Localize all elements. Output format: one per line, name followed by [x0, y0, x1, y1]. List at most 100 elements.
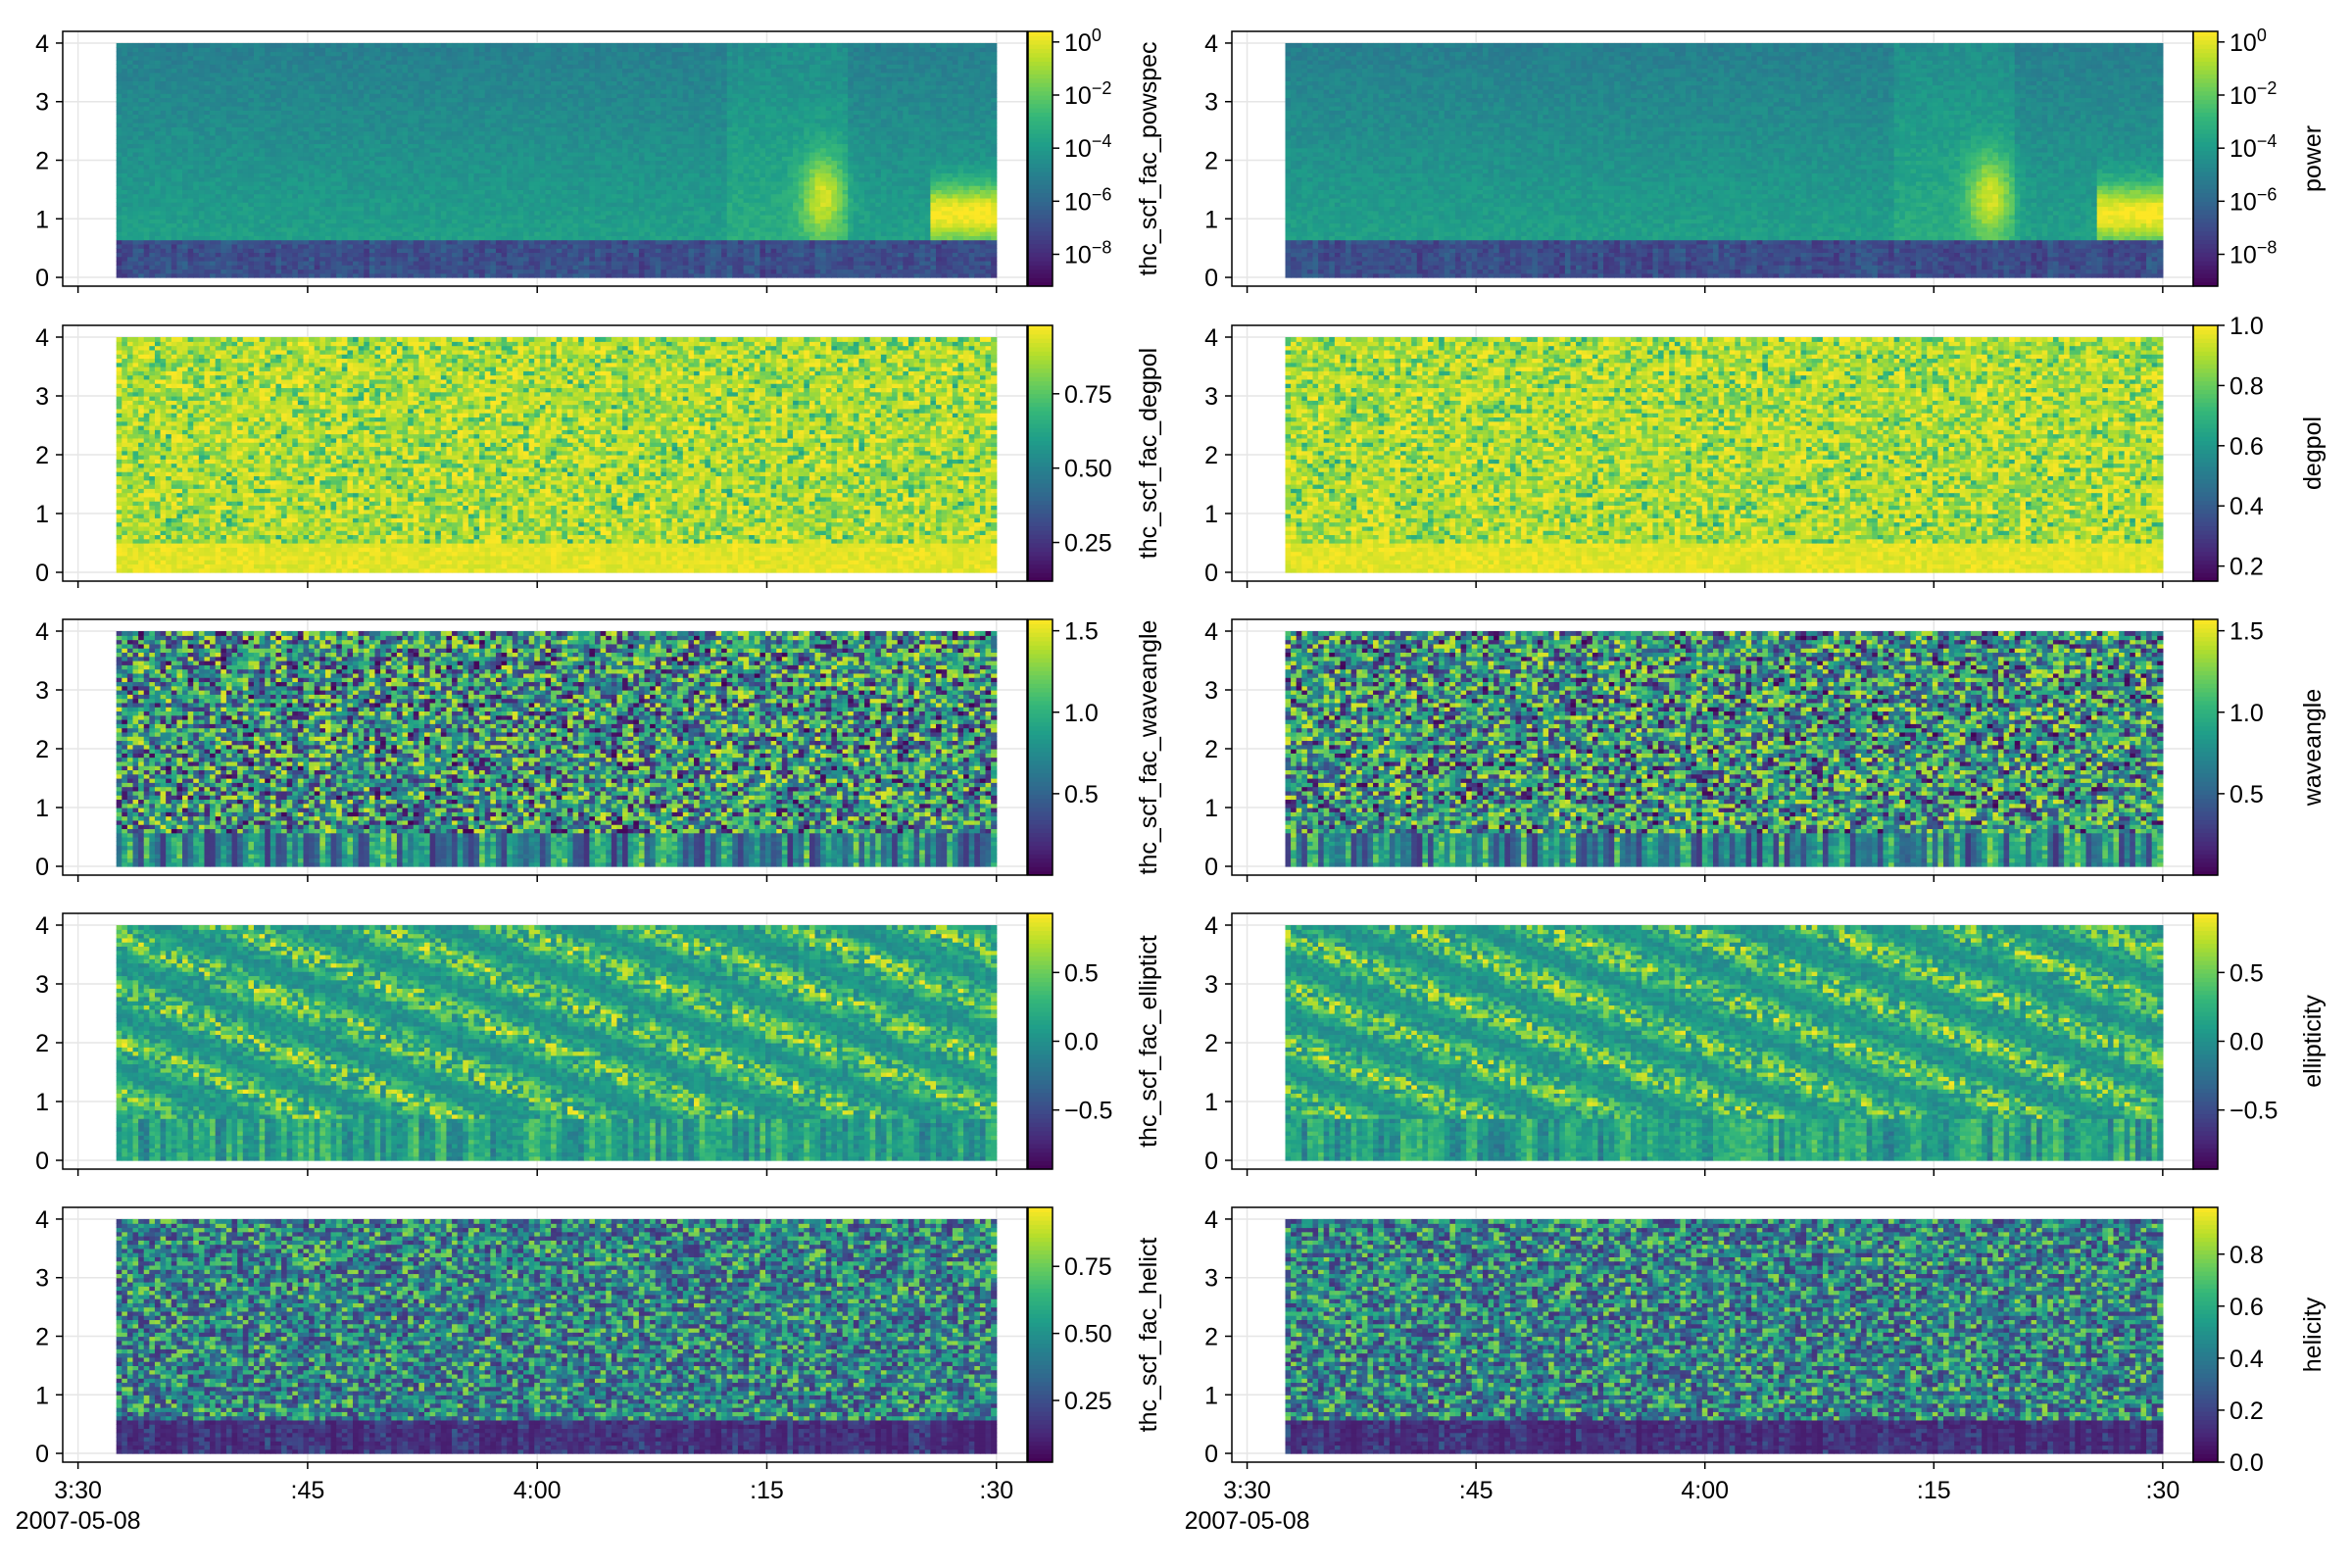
- x-tick-label: 4:00: [514, 1477, 562, 1504]
- date-label: 2007-05-08: [16, 1507, 141, 1535]
- x-tick-label: :45: [291, 1477, 325, 1504]
- colorbar: 1.51.00.5 thc_scf_fac_waveangle: [1028, 618, 1162, 876]
- colorbar: 0.750.500.25 thc_scf_fac_degpol: [1028, 325, 1162, 582]
- x-tick-label: :30: [2145, 1477, 2180, 1504]
- y-tick-label: 0: [35, 1148, 49, 1175]
- y-tick-label: 3: [1204, 971, 1218, 999]
- x-tick-label: :30: [979, 1477, 1013, 1504]
- y-tick-label: 4: [1204, 324, 1218, 352]
- spectrogram-heatmap: [117, 337, 998, 573]
- y-tick-label: 2: [1204, 1030, 1218, 1057]
- y-tick-label: 4: [35, 618, 49, 646]
- y-tick-label: 2: [1204, 1323, 1218, 1350]
- colorbar-tick-label: 0.8: [2230, 372, 2264, 400]
- x-tick-label: :15: [750, 1477, 784, 1504]
- y-tick-label: 3: [35, 677, 49, 705]
- y-tick-label: 0: [35, 560, 49, 587]
- colorbar-tick-label: 0.6: [2230, 433, 2264, 461]
- y-tick-label: 2: [1204, 442, 1218, 469]
- y-tick-label: 0: [1204, 1441, 1218, 1468]
- y-tick-label: 4: [1204, 30, 1218, 58]
- colorbar-tick-label: 0.50: [1064, 1321, 1112, 1348]
- y-tick-label: 2: [35, 147, 49, 174]
- colorbar-label: thc_scf_fac_helict: [1135, 1238, 1162, 1433]
- x-tick-label: 3:30: [1223, 1477, 1271, 1504]
- y-tick-label: 4: [1204, 1206, 1218, 1234]
- colorbar-tick-label: 0.0: [2230, 1029, 2264, 1056]
- y-tick-label: 4: [35, 912, 49, 940]
- colorbar-tick-label: −0.5: [2230, 1098, 2278, 1125]
- spectrogram-heatmap: [1286, 631, 2164, 867]
- colorbar-tick-label: 1.0: [2230, 313, 2264, 340]
- colorbar-tick-label: 0.2: [2230, 554, 2264, 581]
- colorbar-tick-label: 0.2: [2230, 1397, 2264, 1425]
- colorbar-tick-label: 10−8: [2230, 238, 2277, 270]
- x-tick-label: 4:00: [1681, 1477, 1729, 1504]
- colorbar-tick-label: 0.50: [1064, 456, 1112, 483]
- spectrogram-heatmap: [117, 925, 998, 1161]
- colorbar-tick-label: 0.0: [1064, 1029, 1099, 1056]
- date-label: 2007-05-08: [1185, 1507, 1310, 1535]
- colorbar-label: thc_scf_fac_degpol: [1135, 348, 1162, 559]
- colorbar: 1.51.00.5 waveangle: [2193, 618, 2327, 876]
- y-tick-label: 3: [1204, 89, 1218, 117]
- x-tick-label: :15: [1917, 1477, 1951, 1504]
- y-tick-label: 1: [35, 1382, 49, 1409]
- spectrogram-heatmap: [1286, 337, 2164, 573]
- colorbar-tick-label: 0.25: [1064, 1388, 1112, 1415]
- y-tick-label: 0: [35, 854, 49, 881]
- colorbar-tick-label: 100: [1064, 25, 1102, 57]
- y-tick-label: 0: [35, 265, 49, 292]
- spectrogram-heatmap: [1286, 1219, 2164, 1454]
- x-tick-label: 3:30: [54, 1477, 102, 1504]
- x-tick-label: :45: [1459, 1477, 1494, 1504]
- y-tick-label: 2: [35, 442, 49, 469]
- colorbar-tick-label: 1.5: [1064, 618, 1099, 646]
- colorbar-tick-label: 10−6: [1064, 184, 1111, 216]
- y-tick-label: 1: [1204, 501, 1218, 528]
- colorbar-tick-label: 0.25: [1064, 530, 1112, 558]
- colorbar-label: thc_scf_fac_powspec: [1135, 41, 1162, 275]
- spectrogram-heatmap: [117, 1219, 998, 1454]
- spectrogram-heatmap: [117, 43, 998, 278]
- spectrogram-heatmap: [117, 631, 998, 867]
- colorbar-tick-label: 10−8: [1064, 238, 1111, 270]
- y-tick-label: 1: [35, 795, 49, 822]
- colorbar-tick-label: 0.5: [2230, 959, 2264, 987]
- y-tick-label: 1: [1204, 206, 1218, 233]
- colorbar-label: thc_scf_fac_elliptict: [1135, 935, 1162, 1148]
- colorbar: 0.5 0.0 −0.5 thc_scf_fac_elliptict: [1028, 913, 1162, 1170]
- y-tick-label: 0: [1204, 560, 1218, 587]
- y-tick-label: 2: [35, 736, 49, 763]
- colorbar-label: helicity: [2299, 1297, 2327, 1372]
- panel-left-3: 0 1 2 3 4 1.51.00.5 thc_scf_fac_waveangle: [35, 618, 1162, 882]
- colorbar-tick-label: 0.4: [2230, 493, 2264, 520]
- y-tick-label: 4: [1204, 912, 1218, 940]
- colorbar-tick-label: 1.5: [2230, 618, 2264, 646]
- y-tick-label: 3: [35, 1265, 49, 1293]
- y-tick-label: 4: [35, 1206, 49, 1234]
- y-tick-label: 3: [1204, 677, 1218, 705]
- colorbar-tick-label: −0.5: [1064, 1098, 1112, 1125]
- colorbar-tick-label: 0.5: [1064, 959, 1099, 987]
- y-tick-label: 1: [35, 501, 49, 528]
- colorbar-tick-label: 0.6: [2230, 1294, 2264, 1321]
- y-tick-label: 2: [35, 1030, 49, 1057]
- y-tick-label: 4: [35, 30, 49, 58]
- colorbar-label: power: [2299, 125, 2327, 192]
- spectrogram-heatmap: [1286, 925, 2164, 1161]
- spectrogram-heatmap: [1286, 43, 2164, 278]
- colorbar-label: ellipticity: [2299, 995, 2327, 1088]
- colorbar-tick-label: 100: [2230, 25, 2267, 57]
- figure: 01234 10010−210−410−610−8 thc_scf_fac_pows…: [0, 0, 2352, 1568]
